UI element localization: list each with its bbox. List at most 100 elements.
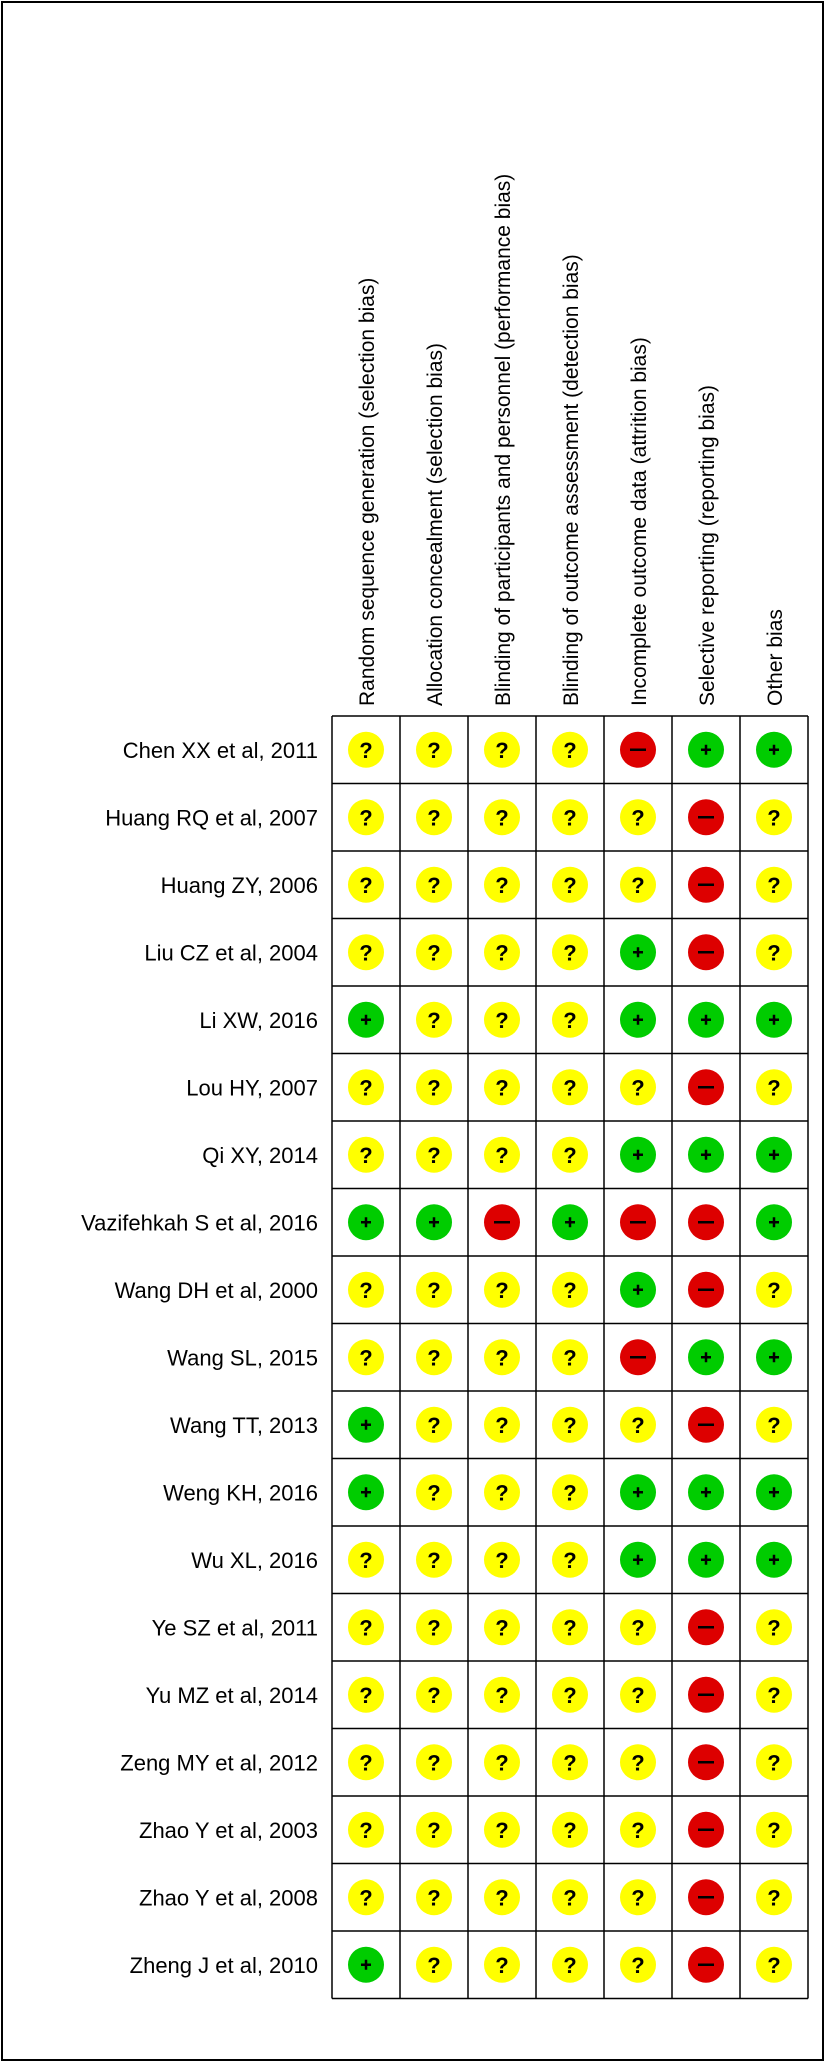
unclear-risk-symbol: ? xyxy=(359,1750,372,1775)
unclear-risk-symbol: ? xyxy=(495,1278,508,1303)
unclear-risk-symbol: ? xyxy=(495,1413,508,1438)
unclear-risk-symbol: ? xyxy=(563,1818,576,1843)
study-label: Wang DH et al, 2000 xyxy=(115,1278,318,1303)
unclear-risk-symbol: ? xyxy=(767,1413,780,1438)
unclear-risk-circle xyxy=(484,1136,520,1173)
unclear-risk-symbol: ? xyxy=(563,873,576,898)
unclear-risk-symbol: ? xyxy=(563,1075,576,1100)
unclear-risk-circle xyxy=(416,731,452,768)
unclear-risk-symbol: ? xyxy=(427,1278,440,1303)
unclear-risk-circle xyxy=(348,1879,384,1916)
unclear-risk-symbol: ? xyxy=(427,1885,440,1910)
study-label: Liu CZ et al, 2004 xyxy=(144,940,318,965)
unclear-risk-symbol: ? xyxy=(359,805,372,830)
unclear-risk-circle xyxy=(552,731,588,768)
column-header: Selective reporting (reporting bias) xyxy=(696,385,719,706)
unclear-risk-circle xyxy=(416,1001,452,1038)
unclear-risk-symbol: ? xyxy=(767,1075,780,1100)
unclear-risk-circle xyxy=(416,1339,452,1376)
unclear-risk-circle xyxy=(484,1474,520,1511)
unclear-risk-circle xyxy=(620,1676,656,1713)
unclear-risk-symbol: ? xyxy=(767,1885,780,1910)
unclear-risk-circle xyxy=(416,1069,452,1106)
unclear-risk-symbol: ? xyxy=(563,1480,576,1505)
unclear-risk-symbol: ? xyxy=(427,873,440,898)
unclear-risk-symbol: ? xyxy=(359,1548,372,1573)
unclear-risk-symbol: ? xyxy=(767,940,780,965)
unclear-risk-symbol: ? xyxy=(767,1615,780,1640)
unclear-risk-symbol: ? xyxy=(563,1750,576,1775)
unclear-risk-circle xyxy=(348,1271,384,1308)
unclear-risk-symbol: ? xyxy=(427,1075,440,1100)
unclear-risk-circle xyxy=(484,1609,520,1646)
unclear-risk-symbol: ? xyxy=(427,738,440,763)
column-header: Blinding of outcome assessment (detectio… xyxy=(560,254,583,706)
unclear-risk-circle xyxy=(416,1609,452,1646)
unclear-risk-circle xyxy=(756,1879,792,1916)
column-header: Other bias xyxy=(764,609,787,706)
unclear-risk-circle xyxy=(552,1069,588,1106)
study-label: Ye SZ et al, 2011 xyxy=(152,1615,318,1640)
unclear-risk-circle xyxy=(416,934,452,971)
unclear-risk-symbol: ? xyxy=(767,873,780,898)
unclear-risk-circle xyxy=(348,1541,384,1578)
unclear-risk-circle xyxy=(416,1136,452,1173)
unclear-risk-symbol: ? xyxy=(427,1480,440,1505)
unclear-risk-symbol: ? xyxy=(427,1615,440,1640)
unclear-risk-circle xyxy=(484,1271,520,1308)
unclear-risk-symbol: ? xyxy=(427,805,440,830)
unclear-risk-symbol: ? xyxy=(495,1953,508,1978)
unclear-risk-symbol: ? xyxy=(563,1885,576,1910)
unclear-risk-symbol: ? xyxy=(563,1683,576,1708)
study-label: Qi XY, 2014 xyxy=(202,1143,318,1168)
unclear-risk-circle xyxy=(552,1474,588,1511)
unclear-risk-symbol: ? xyxy=(631,873,644,898)
unclear-risk-circle xyxy=(484,1001,520,1038)
unclear-risk-circle xyxy=(552,1406,588,1443)
unclear-risk-symbol: ? xyxy=(359,1278,372,1303)
unclear-risk-circle xyxy=(756,1744,792,1781)
unclear-risk-circle xyxy=(416,1676,452,1713)
unclear-risk-symbol: ? xyxy=(631,1750,644,1775)
unclear-risk-circle xyxy=(484,799,520,836)
unclear-risk-symbol: ? xyxy=(495,1750,508,1775)
unclear-risk-circle xyxy=(416,1474,452,1511)
unclear-risk-circle xyxy=(552,1541,588,1578)
unclear-risk-circle xyxy=(416,1879,452,1916)
unclear-risk-symbol: ? xyxy=(495,1480,508,1505)
unclear-risk-circle xyxy=(552,1339,588,1376)
unclear-risk-symbol: ? xyxy=(631,1075,644,1100)
unclear-risk-circle xyxy=(552,1136,588,1173)
column-header: Allocation concealment (selection bias) xyxy=(424,343,447,706)
unclear-risk-circle xyxy=(348,799,384,836)
unclear-risk-circle xyxy=(552,1946,588,1983)
unclear-risk-symbol: ? xyxy=(359,1345,372,1370)
unclear-risk-symbol: ? xyxy=(563,738,576,763)
unclear-risk-circle xyxy=(552,1271,588,1308)
unclear-risk-circle xyxy=(484,731,520,768)
unclear-risk-symbol: ? xyxy=(427,1143,440,1168)
unclear-risk-symbol: ? xyxy=(767,1953,780,1978)
unclear-risk-circle xyxy=(348,1744,384,1781)
unclear-risk-circle xyxy=(620,1811,656,1848)
unclear-risk-symbol: ? xyxy=(427,1683,440,1708)
unclear-risk-circle xyxy=(348,731,384,768)
unclear-risk-symbol: ? xyxy=(631,1885,644,1910)
unclear-risk-symbol: ? xyxy=(495,1885,508,1910)
unclear-risk-symbol: ? xyxy=(359,1143,372,1168)
unclear-risk-circle xyxy=(484,1406,520,1443)
unclear-risk-circle xyxy=(756,866,792,903)
unclear-risk-circle xyxy=(552,1879,588,1916)
unclear-risk-symbol: ? xyxy=(563,1413,576,1438)
column-header: Random sequence generation (selection bi… xyxy=(356,278,379,706)
unclear-risk-circle xyxy=(484,1946,520,1983)
unclear-risk-circle xyxy=(552,866,588,903)
unclear-risk-circle xyxy=(620,866,656,903)
unclear-risk-circle xyxy=(484,934,520,971)
unclear-risk-symbol: ? xyxy=(631,1413,644,1438)
unclear-risk-symbol: ? xyxy=(427,1953,440,1978)
unclear-risk-circle xyxy=(552,799,588,836)
unclear-risk-circle xyxy=(552,934,588,971)
study-label: Weng KH, 2016 xyxy=(163,1480,318,1505)
